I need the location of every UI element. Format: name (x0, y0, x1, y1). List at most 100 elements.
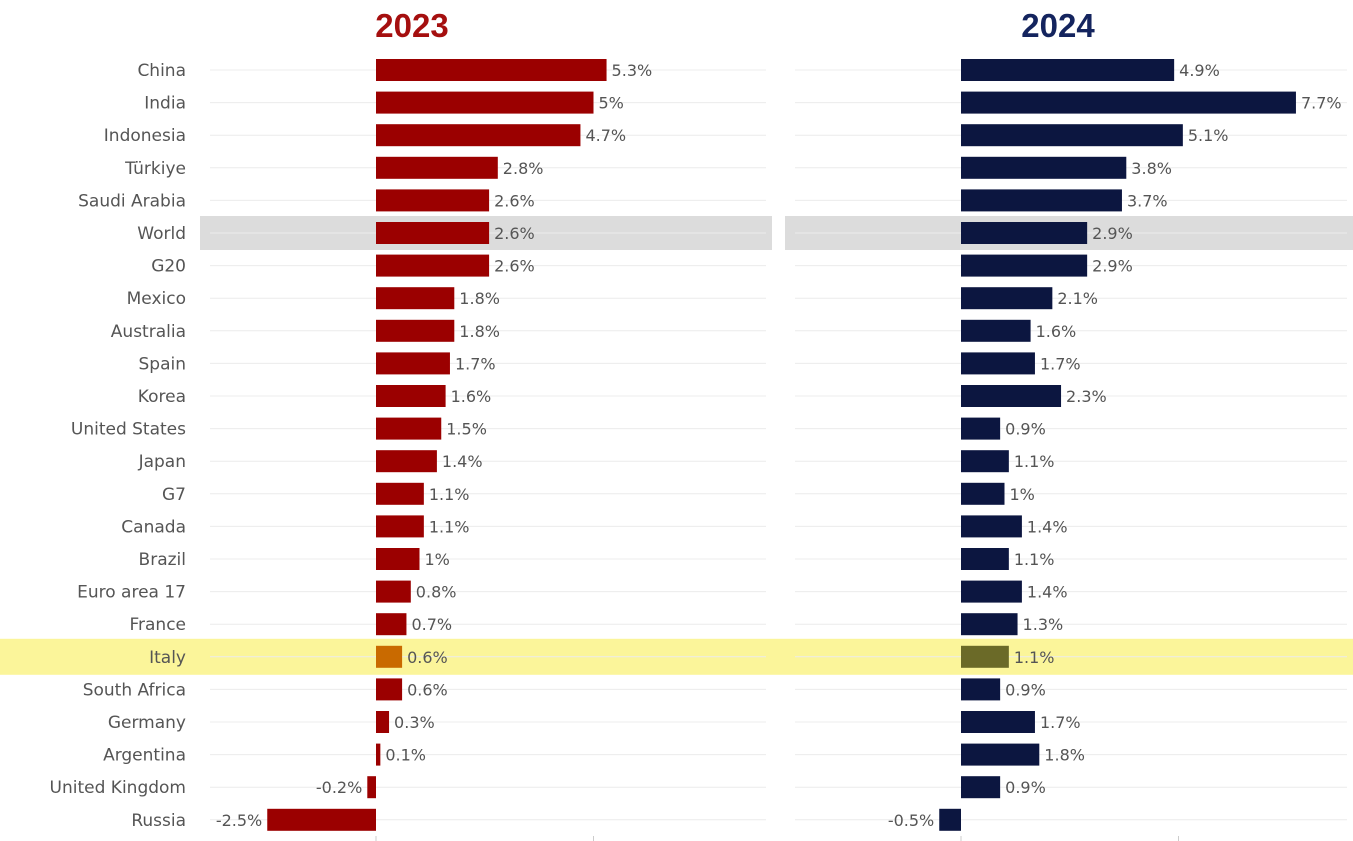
category-label-russia: Russia (131, 811, 186, 831)
value-label-2023-saudi-arabia: 2.6% (494, 191, 535, 210)
value-label-2023-india: 5% (599, 94, 624, 113)
value-label-2024-mexico: 2.1% (1057, 289, 1098, 308)
bar-2023-brazil (376, 548, 420, 570)
bar-2023-australia (376, 319, 455, 342)
category-label-mexico: Mexico (127, 289, 186, 309)
value-label-2023-japan: 1.4% (442, 452, 483, 471)
category-label-brazil: Brazil (139, 550, 186, 570)
category-label-g7: G7 (162, 485, 186, 505)
category-label-korea: Korea (138, 387, 186, 407)
category-label-t-rkiye: Türkiye (124, 159, 186, 179)
bar-2023-south-africa (376, 678, 403, 701)
value-label-2024-argentina: 1.8% (1044, 746, 1085, 765)
bar-2023-world (376, 222, 490, 244)
bar-2023-united-states (376, 417, 442, 440)
bar-2024-germany (961, 711, 1035, 733)
bar-2024-korea (961, 385, 1062, 407)
bar-2024-g20 (961, 254, 1088, 277)
value-label-2024-south-africa: 0.9% (1005, 680, 1046, 699)
category-label-united-states: United States (71, 420, 186, 440)
value-label-2023-argentina: 0.1% (385, 746, 426, 765)
bar-2024-brazil (961, 548, 1009, 570)
value-label-2023-g20: 2.6% (494, 257, 535, 276)
value-label-2024-korea: 2.3% (1066, 387, 1107, 406)
value-label-2023-united-kingdom: -0.2% (316, 778, 362, 797)
bar-2023-china (376, 59, 607, 81)
bar-2024-mexico (961, 287, 1053, 310)
category-label-italy: Italy (149, 648, 186, 668)
category-label-world: World (137, 224, 186, 244)
value-label-2023-brazil: 1% (425, 550, 450, 569)
value-label-2024-brazil: 1.1% (1014, 550, 1055, 569)
bar-2024-saudi-arabia (961, 189, 1122, 212)
bar-2023-g20 (376, 254, 490, 277)
category-label-indonesia: Indonesia (104, 126, 186, 146)
category-label-china: China (137, 61, 186, 81)
value-label-2023-world: 2.6% (494, 224, 535, 243)
value-label-2024-united-kingdom: 0.9% (1005, 778, 1046, 797)
value-label-2024-world: 2.9% (1092, 224, 1133, 243)
value-label-2023-germany: 0.3% (394, 713, 435, 732)
bar-2023-saudi-arabia (376, 189, 490, 212)
value-label-2024-australia: 1.6% (1036, 322, 1077, 341)
category-label-india: India (144, 94, 186, 114)
bar-2024-euro-area-17 (961, 580, 1022, 603)
value-label-2024-india: 7.7% (1301, 94, 1342, 113)
value-label-2024-g7: 1% (1010, 485, 1035, 504)
bar-2023-italy (376, 645, 403, 668)
value-label-2023-france: 0.7% (411, 615, 452, 634)
panel-title-2024: 2024 (1021, 7, 1095, 44)
bar-2023-g7 (376, 482, 424, 505)
value-label-2024-canada: 1.4% (1027, 517, 1068, 536)
bar-2023-argentina (376, 743, 381, 766)
bar-2023-mexico (376, 287, 455, 310)
bar-2024-united-kingdom (961, 776, 1001, 799)
bar-2023-t-rkiye (376, 156, 498, 179)
category-label-south-africa: South Africa (83, 680, 186, 700)
category-label-japan: Japan (138, 452, 186, 472)
value-label-2024-china: 4.9% (1179, 61, 1220, 80)
value-label-2023-italy: 0.6% (407, 648, 448, 667)
category-label-g20: G20 (151, 257, 186, 277)
value-label-2024-saudi-arabia: 3.7% (1127, 191, 1168, 210)
value-label-2024-france: 1.3% (1023, 615, 1064, 634)
bar-2024-india (961, 91, 1296, 114)
value-label-2023-korea: 1.6% (451, 387, 492, 406)
value-label-2023-mexico: 1.8% (459, 289, 500, 308)
bar-2023-indonesia (376, 124, 581, 147)
value-label-2023-canada: 1.1% (429, 517, 470, 536)
bars (267, 59, 1296, 831)
bar-2024-south-africa (961, 678, 1001, 701)
value-label-2023-russia: -2.5% (216, 811, 262, 830)
bar-2024-russia (939, 808, 961, 831)
value-label-2024-t-rkiye: 3.8% (1131, 159, 1172, 178)
value-label-2024-russia: -0.5% (888, 811, 934, 830)
bar-2023-russia (267, 808, 376, 831)
bar-2024-japan (961, 450, 1009, 473)
value-label-2024-germany: 1.7% (1040, 713, 1081, 732)
value-label-2023-t-rkiye: 2.8% (503, 159, 544, 178)
bar-2024-indonesia (961, 124, 1183, 147)
value-label-2023-australia: 1.8% (459, 322, 500, 341)
bar-2023-united-kingdom (367, 776, 376, 799)
value-label-2024-japan: 1.1% (1014, 452, 1055, 471)
panel-title-2023: 2023 (375, 7, 448, 44)
category-label-saudi-arabia: Saudi Arabia (78, 191, 186, 211)
bar-2023-france (376, 613, 407, 636)
value-label-2024-indonesia: 5.1% (1188, 126, 1229, 145)
bar-2024-france (961, 613, 1018, 636)
value-labels: 5.3% 4.9% 5% 7.7% 4.7% 5.1% 2.8% 3.8% 2.6% 3.7% 2.… (216, 61, 1342, 830)
category-label-spain: Spain (139, 354, 187, 374)
value-label-2023-euro-area-17: 0.8% (416, 583, 457, 602)
bar-2024-china (961, 59, 1175, 81)
bar-2023-canada (376, 515, 424, 538)
value-label-2023-china: 5.3% (612, 61, 653, 80)
bar-2023-germany (376, 711, 390, 733)
bar-2024-g7 (961, 482, 1005, 505)
value-label-2023-united-states: 1.5% (446, 420, 487, 439)
value-label-2023-g7: 1.1% (429, 485, 470, 504)
value-label-2024-italy: 1.1% (1014, 648, 1055, 667)
category-label-germany: Germany (108, 713, 186, 733)
bar-2024-world (961, 222, 1088, 244)
